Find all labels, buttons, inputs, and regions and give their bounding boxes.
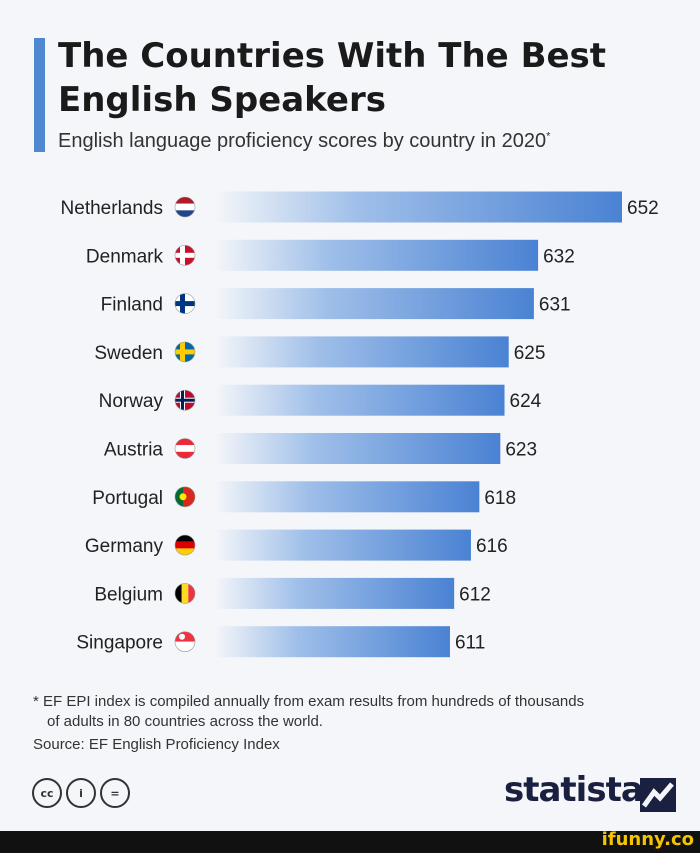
category-label: Norway xyxy=(99,391,164,412)
bar-germany xyxy=(215,529,471,561)
value-label: 618 xyxy=(484,488,516,509)
statista-logo-icon xyxy=(640,778,676,812)
bar-norway xyxy=(215,384,505,416)
ifunny-watermark: ifunny.co xyxy=(601,829,694,850)
bar-sweden xyxy=(215,336,509,368)
finland-flag-icon xyxy=(174,293,196,314)
bar-netherlands xyxy=(215,191,622,223)
category-label: Netherlands xyxy=(61,198,163,219)
subtitle-footnote-mark: * xyxy=(546,130,551,143)
no-derivatives-icon[interactable]: = xyxy=(100,778,130,808)
bar-finland xyxy=(215,288,534,320)
value-label: 652 xyxy=(627,198,659,219)
singapore-flag-icon xyxy=(174,631,196,653)
license-icons: cc i = xyxy=(32,778,130,808)
attribution-icon[interactable]: i xyxy=(66,778,96,808)
portugal-flag-icon xyxy=(174,486,196,508)
subtitle-text: English language proficiency scores by c… xyxy=(58,130,547,152)
category-label: Sweden xyxy=(94,343,163,364)
footnote: * EF EPI index is compiled annually from… xyxy=(33,692,688,732)
netherlands-flag-icon xyxy=(174,196,196,218)
value-label: 623 xyxy=(505,440,537,461)
bar-belgium xyxy=(215,577,455,609)
source-text: Source: EF English Proficiency Index xyxy=(33,736,280,753)
category-label: Finland xyxy=(101,295,163,316)
belgium-flag-icon xyxy=(174,583,196,604)
value-label: 616 xyxy=(476,536,508,557)
footnote-line-1: * EF EPI index is compiled annually from… xyxy=(33,693,585,710)
chart-subtitle: English language proficiency scores by c… xyxy=(58,130,550,153)
value-label: 631 xyxy=(539,295,571,316)
category-label: Denmark xyxy=(86,246,164,267)
category-label: Belgium xyxy=(94,584,163,605)
category-label: Austria xyxy=(104,440,164,461)
footnote-line-2: of adults in 80 countries across the wor… xyxy=(47,713,323,730)
denmark-flag-icon xyxy=(174,245,196,266)
category-label: Portugal xyxy=(92,488,163,509)
austria-flag-icon xyxy=(174,438,196,459)
chart-title: The Countries With The Best English Spea… xyxy=(58,36,607,120)
value-label: 632 xyxy=(543,246,575,267)
value-label: 611 xyxy=(455,633,485,654)
germany-flag-icon xyxy=(174,534,196,556)
value-label: 625 xyxy=(514,343,546,364)
bar-denmark xyxy=(215,239,539,271)
sweden-flag-icon xyxy=(174,341,196,363)
watermark-strip xyxy=(0,831,700,853)
statista-logo-text[interactable]: statista xyxy=(504,770,644,810)
title-accent-bar xyxy=(34,38,45,152)
category-label: Germany xyxy=(85,536,164,557)
bar-portugal xyxy=(215,481,480,513)
value-label: 612 xyxy=(459,584,491,605)
category-label: Singapore xyxy=(76,633,163,654)
bar-chart: Netherlands 652 Denmark 632 Finland 631 Sweden… xyxy=(61,191,659,658)
bar-austria xyxy=(215,433,501,464)
bar-singapore xyxy=(215,626,450,658)
norway-flag-icon xyxy=(174,389,196,411)
creative-commons-icon[interactable]: cc xyxy=(32,778,62,808)
value-label: 624 xyxy=(510,391,542,412)
